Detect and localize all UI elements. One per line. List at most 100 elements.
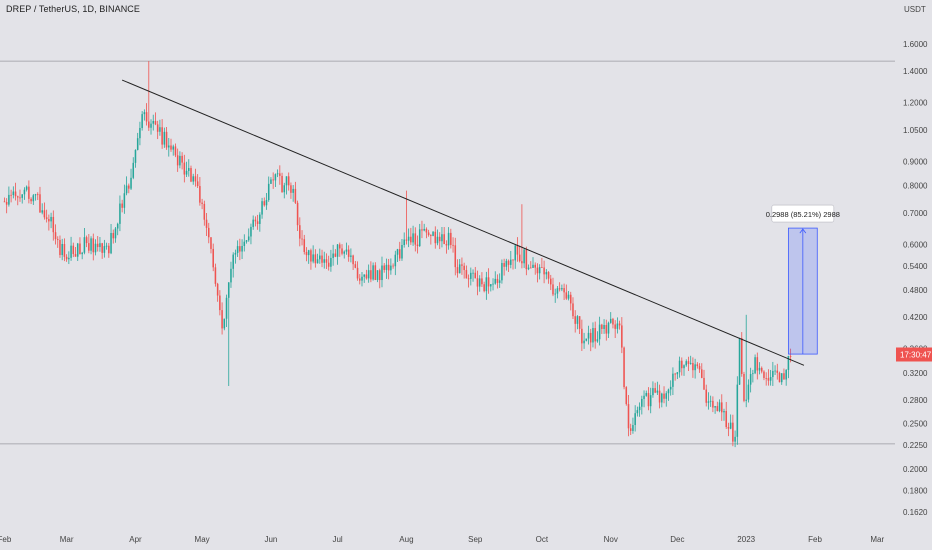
candle-body — [616, 323, 619, 329]
candle-body — [510, 259, 512, 265]
trendline-line[interactable] — [121, 79, 805, 366]
candle-body — [390, 265, 392, 271]
trendline[interactable] — [121, 79, 805, 366]
candle-body — [63, 243, 66, 257]
x-tick-label: 2023 — [737, 535, 755, 544]
candle-body — [261, 201, 263, 215]
candle-body — [561, 288, 563, 290]
candle-body — [214, 267, 217, 284]
candle-body — [601, 324, 603, 329]
candle-body — [763, 371, 765, 379]
candle-body — [30, 198, 32, 202]
candle-body — [421, 229, 423, 231]
candle-body — [743, 373, 745, 401]
candle-body — [487, 277, 490, 287]
candle-body — [629, 428, 632, 431]
candle-body — [549, 278, 552, 285]
candle-body — [547, 272, 550, 279]
candle-body — [767, 378, 770, 381]
candle-body — [130, 177, 132, 189]
price-tag-bg — [896, 347, 932, 362]
y-axis-panel[interactable] — [895, 0, 932, 550]
candle-body — [270, 179, 272, 184]
candle-body — [747, 384, 750, 400]
candle-body — [556, 288, 559, 294]
candle-body — [447, 232, 450, 246]
candle-body — [190, 168, 192, 182]
candle-body — [596, 339, 599, 342]
candle-body — [554, 293, 556, 295]
candle-body — [121, 203, 123, 208]
candle-body — [634, 413, 636, 426]
candle-body — [323, 259, 326, 263]
candle-body — [676, 372, 679, 375]
candle-body — [474, 272, 477, 279]
candle-body — [652, 388, 654, 396]
candle-body — [396, 249, 399, 255]
candle-body — [612, 318, 614, 325]
candle-body — [514, 245, 517, 261]
candle-body — [339, 244, 341, 249]
candle-body — [136, 138, 139, 150]
candle-body — [41, 210, 43, 213]
price-range-measure[interactable]: 0.2988 (85.21%) 2988 — [766, 204, 840, 355]
candle-body — [3, 201, 6, 203]
candle-body — [132, 162, 135, 178]
candle-body — [565, 292, 568, 299]
candle-body — [434, 231, 437, 244]
candle-body — [232, 254, 234, 269]
candle-body — [614, 324, 616, 329]
candle-body — [201, 202, 203, 204]
candle-body — [754, 357, 756, 374]
candle-body — [61, 243, 63, 256]
candle-body — [512, 259, 514, 261]
candle-body — [341, 248, 343, 254]
candle-body — [749, 374, 752, 385]
candle-body — [394, 254, 397, 267]
candle-body — [356, 267, 359, 279]
candle-body — [736, 384, 739, 437]
candle-body — [463, 265, 465, 271]
candle-body — [585, 338, 588, 341]
candle-body — [498, 280, 501, 283]
candle-body — [405, 239, 408, 241]
candle-body — [776, 370, 779, 373]
candle-body — [709, 400, 712, 402]
y-tick-label: 0.6000 — [903, 240, 928, 249]
candle-body — [536, 267, 539, 274]
candle-body — [545, 272, 548, 275]
candle-body — [416, 244, 419, 246]
candle-body — [538, 267, 541, 274]
candle-body — [729, 422, 732, 429]
candle-body — [148, 121, 150, 128]
candle-body — [760, 367, 763, 372]
candle-body — [267, 183, 270, 201]
candle-body — [50, 216, 52, 222]
candle-body — [678, 360, 681, 373]
measure-label-box — [771, 204, 835, 223]
candle-body — [381, 265, 383, 281]
candle-body — [305, 251, 308, 256]
candle-body — [723, 411, 725, 413]
candle-body — [43, 210, 46, 218]
candle-body — [398, 249, 401, 259]
candle-body — [696, 364, 699, 367]
candle-body — [441, 234, 443, 242]
y-tick-label: 1.4000 — [903, 67, 928, 76]
candle-body — [68, 257, 70, 260]
candle-body — [598, 324, 601, 340]
candle-body — [219, 295, 221, 311]
candle-body — [59, 239, 61, 256]
candle-body — [181, 155, 183, 163]
candle-body — [81, 252, 83, 255]
candle-body — [496, 278, 499, 283]
x-tick-label: Feb — [0, 535, 12, 544]
candle-body — [123, 193, 126, 208]
y-tick-label: 0.1800 — [903, 486, 928, 495]
candle-body — [196, 181, 199, 187]
candle-body — [494, 278, 497, 284]
x-tick-label: Dec — [670, 535, 684, 544]
candle-body — [543, 267, 545, 275]
candle-body — [70, 245, 72, 258]
